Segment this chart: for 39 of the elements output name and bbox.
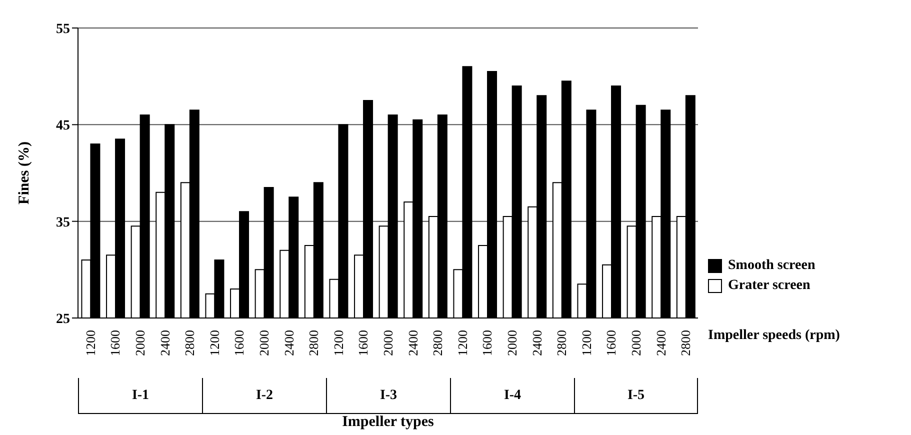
x-tick-label: 2800	[678, 330, 694, 356]
x-tick-label: 1200	[454, 330, 470, 356]
x-tick-label: 2000	[628, 330, 644, 356]
x-tick-label: 1200	[330, 330, 346, 356]
text: I-1	[78, 378, 202, 414]
x-axis-title: Impeller types	[341, 414, 435, 431]
text: Impeller speeds (rpm)	[708, 328, 841, 344]
x-tick-label: 1200	[578, 330, 594, 356]
x-tick-label: 1600	[356, 330, 371, 356]
text: I-5	[574, 378, 698, 414]
x-tick-label: 2800	[182, 330, 198, 356]
y-tick-label: 35	[56, 215, 70, 230]
x-tick-label: 2400	[529, 330, 544, 356]
legend-label: Smooth screen	[728, 258, 816, 274]
text: I-2	[202, 378, 326, 414]
x-tick-label: 2800	[554, 330, 570, 356]
x-tick-label: 2000	[132, 330, 148, 356]
x-tick-label: 1200	[206, 330, 222, 356]
text: I-4	[450, 378, 574, 414]
y-axis-title: Fines (%)	[16, 142, 32, 204]
y-tick-label: 25	[56, 312, 70, 327]
x-tick-label: 2400	[157, 330, 172, 356]
x-tick-label: 1600	[108, 330, 123, 356]
legend-label: Grater screen	[728, 278, 810, 294]
x-tick-label: 2800	[306, 330, 322, 356]
x-tick-label: 1600	[604, 330, 619, 356]
x-tick-label: 2800	[430, 330, 446, 356]
x-tick-label: 1600	[480, 330, 495, 356]
y-tick-label: 55	[56, 22, 70, 37]
x-tick-label: 2400	[405, 330, 420, 356]
text: I-3	[326, 378, 450, 414]
y-tick-label: 45	[56, 118, 70, 134]
x-tick-label: 2000	[380, 330, 396, 356]
x-tick-label: 2000	[256, 330, 272, 356]
x-tick-label: 1600	[232, 330, 247, 356]
x-tick-label: 1200	[82, 330, 98, 356]
x-tick-label: 2400	[281, 330, 296, 356]
x-tick-label: 2000	[504, 330, 520, 356]
x-tick-label: 2400	[653, 330, 668, 356]
